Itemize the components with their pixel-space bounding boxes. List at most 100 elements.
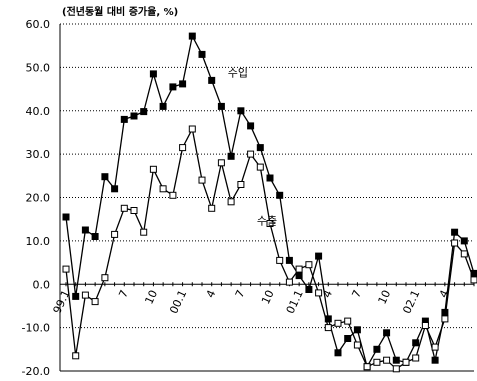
x-tick-label: 10 (142, 288, 160, 306)
data-point (217, 102, 225, 110)
data-point (421, 322, 429, 329)
data-point (149, 70, 157, 78)
data-point (169, 191, 177, 199)
data-point (353, 341, 361, 349)
y-tick-label: 10.0 (26, 235, 51, 248)
data-point (383, 356, 391, 364)
axes (59, 24, 475, 372)
x-tick-label: 4 (437, 288, 452, 300)
data-point (188, 125, 196, 133)
data-point (412, 354, 420, 362)
data-point (81, 226, 89, 234)
y-tick-label: 40.0 (26, 105, 51, 118)
data-point (324, 324, 332, 332)
x-tick-label: 00.1 (167, 288, 189, 316)
y-tick-label: 20.0 (26, 192, 51, 205)
data-point (81, 291, 89, 299)
x-tick-label: 4 (204, 288, 219, 300)
data-point (266, 220, 274, 227)
data-point (295, 265, 303, 273)
data-point (198, 176, 206, 184)
x-tick-label: 7 (116, 288, 131, 300)
data-point (441, 315, 449, 323)
data-point (247, 150, 255, 158)
data-point (373, 345, 381, 353)
data-point (227, 152, 235, 160)
y-tick-labels: 60.0 50.0 40.0 30.0 20.0 10.0 0.0 -10.0 -20.0 (22, 18, 50, 378)
data-point (451, 228, 459, 236)
data-point (237, 181, 245, 188)
data-point (451, 239, 459, 247)
data-point (392, 365, 400, 373)
data-point (305, 261, 313, 269)
data-point (62, 265, 70, 273)
series-label: 수출 (257, 214, 277, 227)
data-point (130, 207, 138, 214)
x-tick-label: 10 (376, 288, 394, 306)
data-point (208, 76, 216, 84)
data-point (392, 356, 400, 364)
x-tick-label: 7 (349, 288, 364, 300)
x-tick-label: 02.1 (400, 288, 422, 316)
data-point (198, 50, 206, 58)
data-point (120, 204, 128, 212)
series-label: 수입 (228, 66, 248, 79)
data-point (72, 352, 80, 360)
y-tick-label: 0.0 (33, 278, 51, 291)
data-point (363, 363, 371, 371)
y-tick-label: 30.0 (26, 148, 51, 161)
data-point (256, 163, 264, 171)
unit-label: (전년동월 대비 증가율, %) (62, 5, 178, 18)
data-point (431, 343, 439, 351)
data-point (460, 250, 468, 258)
series-lines (65, 34, 475, 370)
data-point (159, 185, 167, 193)
y-grid (60, 23, 474, 329)
data-point (353, 326, 361, 334)
data-point (305, 286, 313, 293)
data-point (470, 276, 477, 284)
data-point (334, 349, 342, 357)
series-line (65, 127, 475, 370)
y-tick-label: 60.0 (26, 18, 51, 31)
data-point (334, 319, 342, 327)
data-point (344, 317, 352, 325)
y-tick-label: -10.0 (22, 322, 50, 335)
data-point (188, 32, 196, 40)
data-point (315, 252, 323, 260)
data-point (101, 274, 109, 282)
data-point (227, 198, 235, 206)
y-tick-label: -20.0 (22, 365, 50, 378)
data-point (101, 173, 109, 181)
data-point (111, 185, 119, 193)
data-point (460, 237, 468, 245)
data-point (159, 102, 167, 110)
data-point (91, 298, 99, 306)
data-point (91, 233, 99, 240)
data-point (383, 329, 391, 337)
data-point (402, 358, 410, 366)
data-point (344, 335, 352, 342)
data-point (179, 80, 187, 88)
data-point (276, 191, 284, 199)
data-point (62, 213, 70, 221)
series-line (65, 34, 475, 369)
data-point (295, 272, 303, 280)
y-tick-label: 50.0 (26, 61, 51, 74)
data-point (72, 292, 80, 300)
data-point (412, 339, 420, 347)
data-point (256, 144, 264, 152)
data-point (266, 174, 274, 182)
data-point (149, 165, 157, 173)
series-points (62, 32, 477, 373)
data-point (140, 108, 148, 116)
data-point (237, 107, 245, 115)
data-point (179, 144, 187, 152)
data-point (111, 230, 119, 238)
data-point (169, 83, 177, 91)
data-point (208, 204, 216, 212)
data-point (324, 315, 332, 323)
x-tick-label: 4 (320, 288, 335, 300)
